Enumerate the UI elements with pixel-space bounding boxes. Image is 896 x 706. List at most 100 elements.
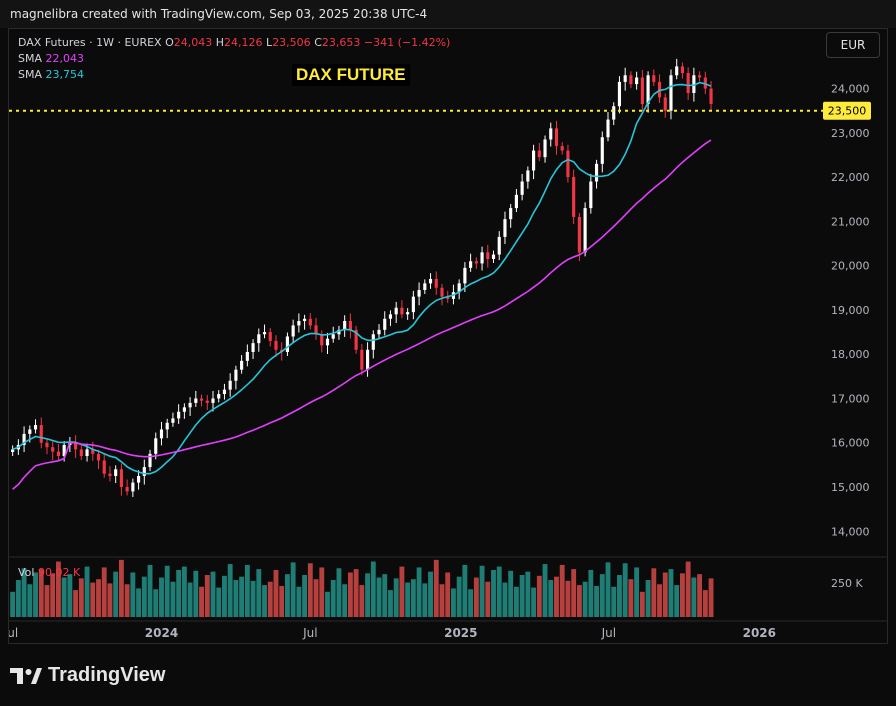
volume-bar: [61, 577, 67, 617]
volume-bar: [222, 575, 227, 617]
candle-body: [131, 482, 135, 492]
candle-body: [491, 254, 496, 260]
volume-bar: [347, 572, 353, 617]
volume-bar: [84, 566, 90, 617]
volume-bar: [273, 569, 279, 617]
x-tick-label: Jul: [9, 626, 18, 640]
volume-bar: [21, 568, 27, 617]
volume-bar: [525, 571, 531, 617]
candle-body: [348, 320, 352, 330]
y-axis: 25,00024,00023,00022,00021,00020,00019,0…: [831, 38, 870, 590]
volume-bar: [376, 577, 382, 617]
candle-body: [560, 146, 564, 151]
volume-bar: [330, 580, 336, 617]
candle-body: [526, 170, 530, 182]
candle-body: [594, 163, 599, 182]
volume-bar: [33, 572, 38, 617]
volume-bar: [554, 576, 559, 617]
candle-body: [177, 411, 181, 419]
volume-bar: [284, 574, 290, 617]
volume-bars: [10, 559, 714, 617]
candle-body: [617, 81, 622, 107]
volume-bar: [531, 587, 537, 617]
candle-body: [589, 181, 593, 209]
candle-body: [39, 425, 43, 443]
volume-bar: [239, 576, 245, 617]
tradingview-logo-icon: [10, 667, 42, 684]
volume-bar: [279, 585, 285, 617]
candle-body: [394, 307, 398, 315]
candle-body: [566, 150, 570, 178]
volume-bar: [542, 564, 548, 617]
x-tick-label: Jul: [302, 626, 317, 640]
candle-body: [514, 194, 518, 209]
currency-button[interactable]: EUR: [826, 32, 880, 58]
candle-body: [74, 442, 78, 450]
volume-bar: [433, 559, 439, 617]
tradingview-logo[interactable]: TradingView: [10, 664, 165, 687]
volume-bar: [256, 569, 262, 617]
horizontal-level: 23,500: [9, 101, 871, 120]
volume-bar: [657, 584, 662, 617]
candle-body: [572, 177, 576, 217]
volume-bar: [491, 569, 496, 617]
chart-title-annotation: DAX FUTURE: [292, 64, 410, 86]
candle-body: [343, 320, 347, 330]
volume-bar: [702, 590, 708, 617]
candle-body: [543, 139, 547, 158]
volume-bar: [153, 589, 159, 617]
volume-bar: [445, 572, 451, 617]
volume-bar: [502, 582, 508, 617]
volume-bar: [571, 569, 577, 617]
candles: [11, 58, 713, 497]
volume-bar: [244, 564, 250, 617]
volume-bar: [73, 590, 79, 617]
volume-bar: [267, 581, 273, 617]
candle-body: [96, 453, 101, 461]
candle-body: [446, 296, 450, 299]
x-tick-label: Jul: [601, 626, 616, 640]
x-tick-label: 2024: [145, 626, 178, 640]
candle-body: [669, 75, 673, 111]
candle-body: [623, 75, 627, 82]
volume-bar: [388, 590, 393, 617]
candle-body: [360, 349, 364, 370]
credit-text: magnelibra created with TradingView.com,…: [10, 7, 428, 21]
candle-body: [497, 236, 501, 255]
volume-bar: [38, 569, 44, 617]
candle-body: [102, 460, 106, 474]
volume-bar: [170, 581, 176, 617]
volume-bar: [313, 579, 319, 617]
candle-body: [199, 398, 204, 401]
volume-bar: [353, 569, 359, 617]
volume-bar: [187, 582, 193, 617]
candle-body: [217, 394, 221, 399]
chart-frame[interactable]: 23,500 25,00024,00023,00022,00021,00020,…: [8, 28, 888, 644]
volume-bar: [617, 575, 622, 617]
candle-body: [354, 329, 358, 350]
volume-bar: [233, 580, 239, 617]
level-price-tag: [823, 101, 871, 120]
candle-body: [486, 252, 490, 260]
sma-slow-row[interactable]: SMA 22,043: [18, 51, 450, 67]
candle-body: [79, 449, 83, 457]
candle-body: [33, 425, 38, 430]
candle-body: [509, 208, 513, 220]
candle-body: [182, 407, 186, 412]
grid: [9, 556, 887, 622]
candle-body: [22, 433, 26, 445]
candle-body: [457, 283, 461, 293]
open-label: O: [165, 36, 174, 49]
y-tick-label: 14,000: [831, 525, 870, 538]
candle-body: [303, 318, 307, 321]
candle-body: [612, 106, 616, 120]
candle-body: [228, 380, 232, 390]
candle-body: [417, 290, 421, 297]
candle-body: [411, 296, 415, 313]
candle-body: [291, 325, 295, 337]
y-tick-label: 21,000: [831, 215, 870, 228]
price-chart[interactable]: 23,500 25,00024,00023,00022,00021,00020,…: [9, 29, 887, 643]
volume-bar: [582, 581, 588, 617]
sma-fast-row[interactable]: SMA 23,754: [18, 67, 450, 83]
volume-legend: Vol 90.02 K: [18, 566, 80, 579]
